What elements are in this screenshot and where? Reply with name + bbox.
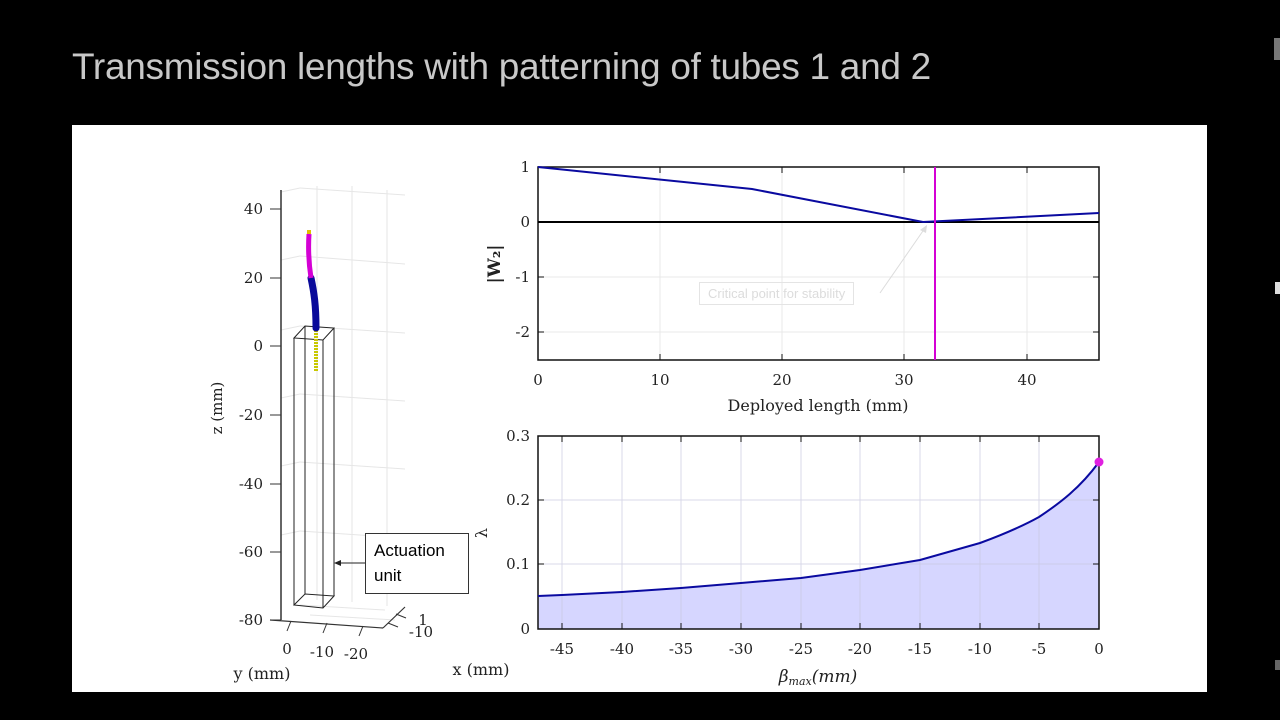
lambda-xtick-neg10: -10 [968, 640, 992, 658]
callout-line-2: unit [374, 566, 402, 585]
lambda-xtick-neg15: -15 [908, 640, 932, 658]
y-axis-label: y (mm) [233, 664, 291, 683]
critical-point-annotation: Critical point for stability [699, 282, 855, 305]
z-tick-neg80: -80 [239, 611, 263, 629]
x-tick-neg10: -10 [409, 623, 433, 641]
lambda-max-marker [1094, 457, 1104, 467]
lambda-xtick-neg25: -25 [789, 640, 813, 658]
lambda-xtick-neg5: -5 [1032, 640, 1047, 658]
lambda-xtick-neg45: -45 [550, 640, 574, 658]
lambda-axes-box [537, 435, 1100, 630]
tube-2-blue [307, 274, 320, 332]
edge-artifact-top [1274, 38, 1280, 60]
edge-artifact-mid [1275, 282, 1280, 294]
w2-ytick-neg2: -2 [515, 323, 530, 341]
w2-xtick-40: 40 [1017, 371, 1036, 389]
w2-xtick-20: 20 [772, 371, 791, 389]
annotation-arrow-head [920, 225, 927, 233]
w2-xlabel: Deployed length (mm) [728, 396, 909, 415]
xlabel-beta: β [778, 667, 789, 687]
z-tick-40: 40 [244, 200, 263, 218]
z-tick-neg20: -20 [239, 406, 263, 424]
w2-xtick-10: 10 [650, 371, 669, 389]
lambda-ytick-0.2: 0.2 [506, 491, 530, 509]
w2-series-line [537, 166, 1100, 224]
lambda-xtick-neg35: -35 [669, 640, 693, 658]
lambda-curve [537, 461, 1100, 597]
y-tick-neg10: -10 [310, 643, 334, 661]
x-axis [382, 606, 406, 629]
lambda-ytick-0.1: 0.1 [506, 555, 530, 573]
x-tick-1: 1 [418, 611, 428, 629]
lambda-xtick-neg20: -20 [848, 640, 872, 658]
actuation-unit-callout: Actuation unit [365, 533, 469, 594]
x-axis-label: x (mm) [453, 660, 510, 679]
lambda-xtick-neg40: -40 [610, 640, 634, 658]
z-tick-neg60: -60 [239, 543, 263, 561]
lambda-xtick-0: 0 [1094, 640, 1104, 658]
w2-ytick-neg1: -1 [515, 268, 530, 286]
slide-title: Transmission lengths with patterning of … [72, 46, 931, 87]
w2-grid [538, 167, 1099, 360]
lambda-ylabel: λ [472, 528, 491, 538]
callout-line-1: Actuation [374, 541, 445, 560]
actuation-unit-box [292, 325, 336, 609]
edge-artifact-bottom [1275, 660, 1280, 670]
xlabel-unit: (mm) [812, 667, 858, 687]
w2-axes-box [537, 166, 1100, 361]
z-tick-0: 0 [253, 337, 263, 355]
z-tick-neg40: -40 [239, 475, 263, 493]
tube-tip [307, 230, 311, 234]
lambda-ytick-0: 0 [520, 620, 530, 638]
w2-ytick-1: 1 [520, 158, 530, 176]
lambda-grid [538, 436, 1099, 629]
y-tick-neg20: -20 [344, 645, 368, 663]
callout-arrow-head [334, 560, 341, 566]
w2-xtick-0: 0 [533, 371, 543, 389]
lambda-xlabel: βmax(mm) [778, 667, 858, 688]
lambda-xtick-neg30: -30 [729, 640, 753, 658]
y-tick-0: 0 [282, 640, 292, 658]
z-tick-20: 20 [244, 269, 263, 287]
lambda-ytick-0.3: 0.3 [506, 427, 530, 445]
lambda-fill-area [538, 462, 1099, 629]
w2-ytick-0: 0 [520, 213, 530, 231]
z-axis-label: z (mm) [208, 382, 226, 435]
w2-ylabel: |W₂| [485, 245, 505, 284]
tube-1-magenta [306, 233, 314, 279]
xlabel-sub: max [789, 675, 813, 688]
annotation-arrow [879, 227, 926, 294]
w2-xtick-30: 30 [894, 371, 913, 389]
